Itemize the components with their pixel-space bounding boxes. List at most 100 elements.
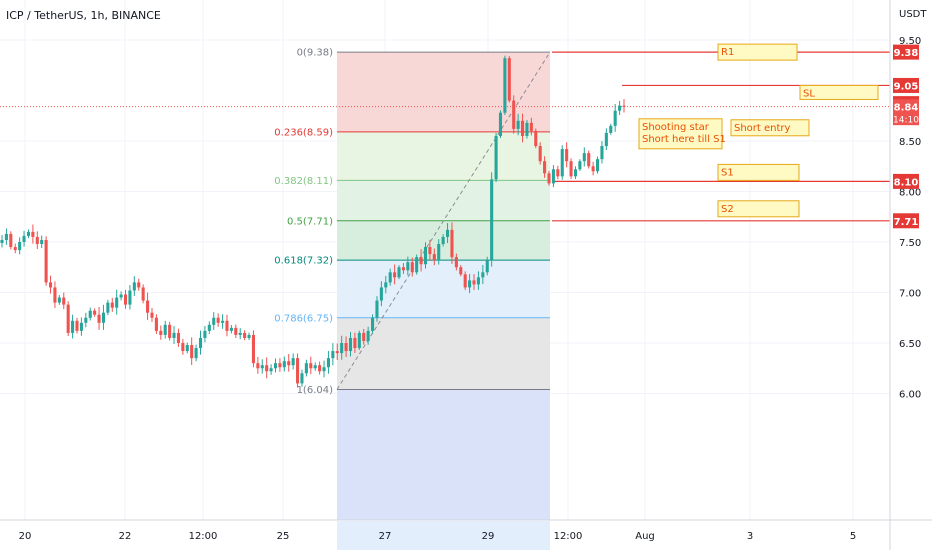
candle-body [366,330,370,341]
candle-body [159,330,163,335]
x-tick-label: 20 [19,531,32,542]
note-box [799,84,879,100]
candle-body [79,322,83,331]
candle-body [582,153,586,162]
fib-zone [337,317,550,390]
candle-body [419,257,423,265]
candle-body [251,334,255,364]
candle-body [379,287,383,301]
candle-body [44,239,48,283]
candle-body [397,267,401,278]
candle-body [291,358,295,366]
candle-body [256,363,260,369]
candle-body [304,363,308,374]
candle-body [432,254,436,261]
candle-body [115,297,119,308]
x-tick-label: Aug [635,531,655,542]
candle-body [450,229,454,258]
price-label-9-38: 9.38 [893,44,919,60]
candle-body [97,314,101,323]
candle-body [313,365,317,369]
note-sl[interactable]: SL [799,84,879,100]
y-tick-label: 6.50 [899,339,921,350]
price-label-9-05: 9.05 [893,77,919,93]
price-label-8-84: 8.84 14:10 [893,99,919,126]
candle-body [375,300,379,318]
candle-body [459,267,463,275]
candle-body [565,149,569,162]
x-tick-label: 25 [277,531,290,542]
candle-body [198,337,203,349]
chart-title: ICP / TetherUS, 1h, BINANCE [6,9,161,22]
x-tick-label: 27 [379,531,392,542]
note-s2[interactable]: S2 [717,200,800,218]
candle-body [66,304,70,333]
candles [0,55,626,388]
candle-body [344,343,348,352]
candle-body [207,324,211,331]
candle-body [238,332,242,335]
price-label-bg [893,213,919,229]
note-s1[interactable]: S1 [717,163,800,181]
candle-body [185,345,189,352]
candle-body [194,348,198,359]
fibonacci-retracement[interactable]: 0(9.38) 0.236(8.59) 0.382(8.11) 0.5(7.71) 0.… [274,48,551,520]
candle-body [88,310,92,318]
candle-body [578,161,582,170]
note-box [717,43,798,61]
candle-body [203,330,207,338]
candle-body [18,242,22,251]
candle-body [318,365,322,372]
candle-body [243,332,247,338]
candle-body [163,324,167,335]
candle-body [468,280,472,288]
candle-body [22,235,26,242]
candle-body [57,297,61,303]
candle-body [569,161,573,177]
candle-body [119,294,123,298]
candle-body [428,247,432,255]
price-label-bg [893,173,919,189]
candle-body [141,287,145,301]
candle-body [388,272,392,283]
fib-zone [337,260,550,318]
candle-body [406,262,410,271]
candle-body [265,365,269,372]
note-short-entry[interactable]: Short entry [730,119,810,137]
note-box [638,118,723,150]
price-label-countdown: 14:10 [893,116,919,126]
candle-body [472,280,476,285]
note-text: Short entry [734,123,791,134]
candle-body [362,332,366,341]
candle-body [335,351,339,354]
y-tick-label: 8.50 [899,137,921,148]
candle-body [110,302,114,308]
candle-body [534,130,538,147]
candle-body [498,112,503,136]
candle-body [525,122,529,136]
candle-body [494,135,498,180]
candle-body [357,332,361,349]
candle-body [62,297,66,305]
fib-zone [337,131,550,181]
note-r1[interactable]: R1 [717,43,798,61]
candle-body [181,343,185,352]
candle-body [454,257,458,268]
candle-body [35,236,39,245]
candle-body [31,231,35,237]
candle-body [591,166,595,172]
candle-body [229,327,233,331]
candle-body [176,332,180,343]
price-label-bg [893,77,919,93]
candle-body [296,358,300,384]
note-box [730,119,810,137]
candle-body [529,122,533,131]
candle-body [353,337,357,349]
currency-label: USDT [899,9,927,20]
x-tick-label: 29 [482,531,495,542]
